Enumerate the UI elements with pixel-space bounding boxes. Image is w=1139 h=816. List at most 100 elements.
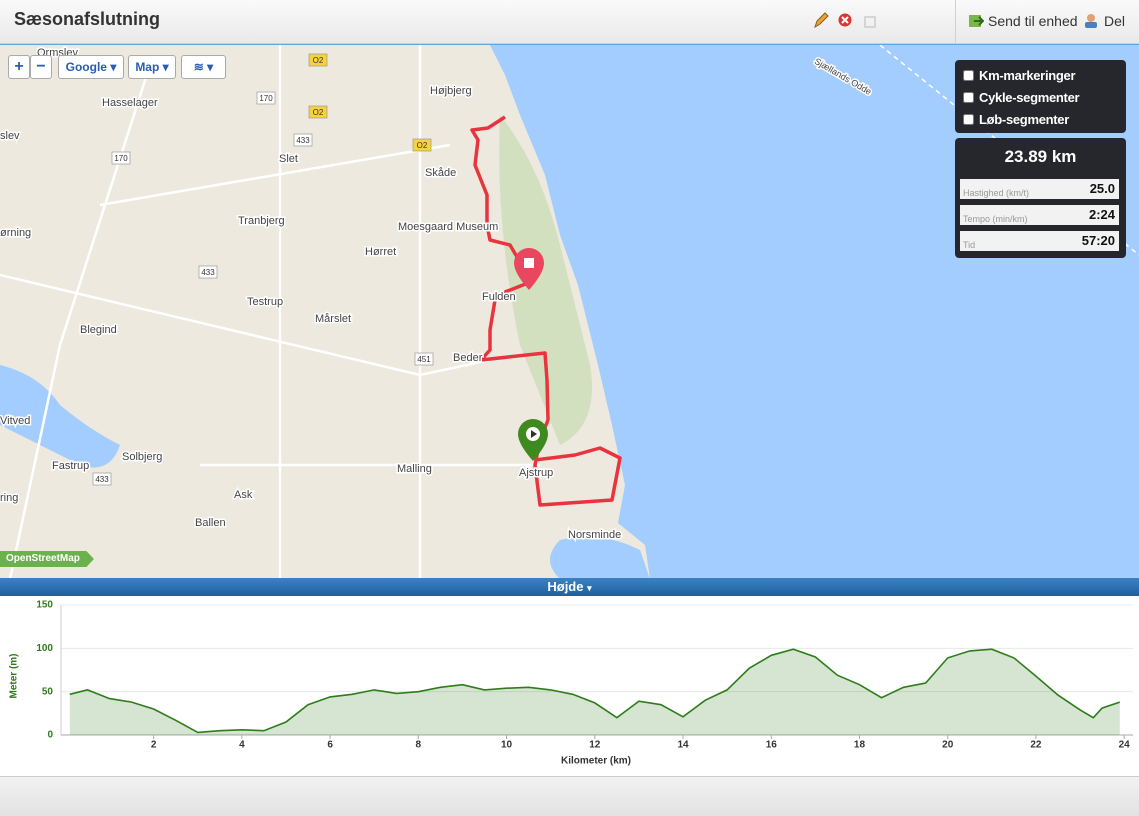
y-tick-label: 150 — [36, 600, 53, 611]
road-number: O2 — [417, 141, 428, 150]
road-shield — [256, 91, 276, 105]
place-label: Ajstrup — [519, 467, 553, 479]
road-shield — [198, 265, 218, 279]
zoom-out[interactable]: − — [30, 55, 52, 79]
place-label: Skåde — [425, 167, 456, 179]
road-shield — [414, 352, 434, 366]
place-label: Hasselager — [102, 97, 158, 109]
start-marker[interactable] — [518, 419, 548, 461]
stat-row: Hastighed (km/t) 25.0 — [960, 179, 1119, 199]
end-marker[interactable] — [514, 248, 544, 290]
header: Sæsonafslutning Send til enhed Del — [0, 0, 1139, 44]
road-number: 433 — [201, 268, 215, 277]
place-label: Ballen — [195, 517, 226, 529]
place-label: slev — [0, 130, 20, 142]
area-fill — [69, 649, 1120, 735]
x-axis-label: Kilometer (km) — [561, 756, 631, 767]
stat-row: Tempo (min/km) 2:24 — [960, 205, 1119, 225]
map[interactable]: Ormslev Højbjerg Hasselager Slet Skåde slev Tr… — [0, 44, 1139, 579]
bay — [550, 536, 650, 579]
road-number: 451 — [417, 355, 431, 364]
place-label: Fastrup — [52, 460, 89, 472]
place-label: Blegind — [80, 324, 117, 336]
place-label: ørning — [0, 227, 31, 239]
place-label: Solbjerg — [122, 451, 162, 463]
option-checkbox[interactable] — [963, 70, 974, 81]
option-checkbox[interactable] — [963, 114, 974, 125]
road-number: 433 — [296, 136, 310, 145]
x-tick-label: 12 — [589, 740, 601, 751]
x-tick-label: 20 — [942, 740, 954, 751]
road-shield — [92, 472, 112, 486]
option-row[interactable]: Løb-segmenter — [963, 112, 1069, 127]
road-shield — [308, 53, 328, 67]
x-tick-label: 14 — [677, 740, 689, 751]
place-label: Vitved — [0, 415, 30, 427]
x-tick-label: 18 — [854, 740, 866, 751]
place-label: Ask — [234, 489, 253, 501]
place-label: Moesgaard Museum — [398, 221, 498, 233]
stat-label: Tempo (min/km) — [963, 214, 1028, 224]
road-shield — [308, 105, 328, 119]
y-tick-label: 50 — [42, 686, 54, 697]
x-tick-label: 22 — [1030, 740, 1042, 751]
road-number: O2 — [313, 108, 324, 117]
options-panel: Km-markeringer Cykle-segmenter Løb-segment… — [955, 60, 1126, 133]
zoom-in[interactable]: + — [8, 55, 30, 79]
road-shield — [412, 138, 432, 152]
stat-label: Tid — [963, 240, 976, 250]
maptype-dropdown[interactable]: Map ▾ — [128, 55, 176, 79]
route — [470, 115, 622, 507]
footer — [0, 776, 1139, 816]
provider-label: Google — [65, 60, 107, 74]
page-title: Sæsonafslutning — [14, 9, 161, 29]
place-label: Mårslet — [315, 313, 351, 325]
place-label: Slet — [279, 153, 298, 165]
divider — [955, 0, 956, 43]
option-row[interactable]: Km-markeringer — [963, 68, 1076, 83]
place-label: ring — [0, 492, 18, 504]
lake — [0, 365, 120, 468]
option-label: Cykle-segmenter — [979, 90, 1080, 105]
option-label: Løb-segmenter — [979, 112, 1070, 127]
stat-value: 2:24 — [1088, 207, 1115, 222]
y-axis-label: Meter (m) — [9, 653, 20, 698]
roads — [0, 45, 540, 579]
place-label: Fulden — [482, 291, 516, 303]
road-number: 170 — [259, 94, 273, 103]
road-shield — [111, 151, 131, 165]
road-number: 170 — [114, 154, 128, 163]
option-checkbox[interactable] — [963, 92, 974, 103]
road-number: O2 — [313, 56, 324, 65]
stat-value: 25.0 — [1089, 181, 1115, 196]
distance: 23.89 km — [1004, 147, 1077, 166]
stat-label: Hastighed (km/t) — [963, 188, 1030, 198]
attribution[interactable]: OpenStreetMap — [0, 551, 94, 567]
area-line — [69, 648, 1121, 734]
send-button[interactable]: Send til enhed — [988, 13, 1078, 29]
stats-panel: 23.89 km Hastighed (km/t) 25.0 Tempo (min/… — [955, 138, 1126, 258]
x-tick-label: 2 — [151, 740, 157, 751]
road-shield — [293, 133, 313, 147]
chart-header[interactable]: Højde ▾ — [0, 578, 1139, 596]
x-tick-label: 8 — [416, 740, 422, 751]
x-tick-label: 10 — [501, 740, 513, 751]
place-label: Tranbjerg — [238, 215, 285, 227]
share-icon — [1085, 14, 1097, 28]
chart-title: Højde — [547, 579, 584, 594]
x-tick-label: 24 — [1119, 740, 1131, 751]
x-tick-label: 4 — [239, 740, 245, 751]
option-row[interactable]: Cykle-segmenter — [963, 90, 1080, 105]
x-tick-label: 16 — [766, 740, 778, 751]
stat-row: Tid 57:20 — [960, 231, 1119, 251]
road-number: 433 — [95, 475, 109, 484]
y-tick-label: 0 — [47, 730, 53, 741]
place-label: Testrup — [247, 296, 283, 308]
toolbar-icons[interactable] — [812, 12, 882, 30]
place-label: Hørret — [365, 246, 396, 258]
share-button[interactable]: Del — [1104, 13, 1126, 29]
provider-dropdown[interactable]: Google ▾ — [58, 55, 124, 79]
layers-dropdown[interactable]: ≋ ▾ — [181, 55, 226, 79]
